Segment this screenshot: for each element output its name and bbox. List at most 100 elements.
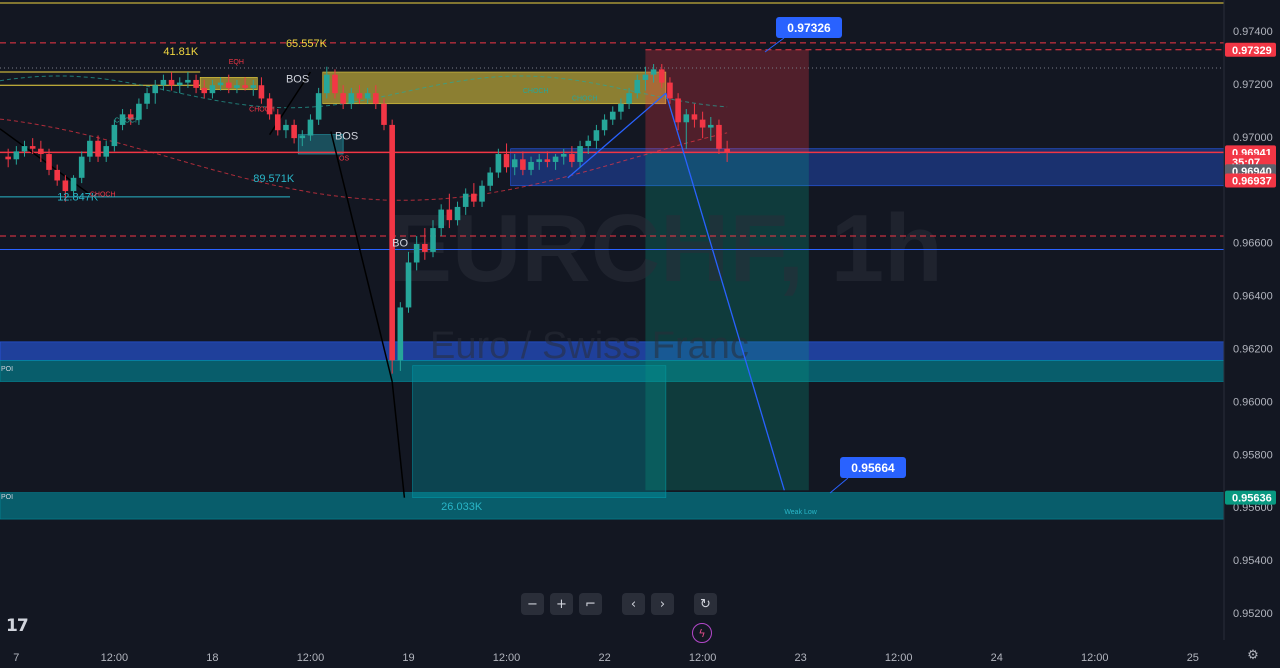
time-axis[interactable]: 7 12:00 18 12:00 19 12:00 22 12:00 23 12:00 24 12:0… — [0, 640, 1224, 668]
candle-body — [176, 82, 183, 86]
candle-body — [438, 209, 444, 229]
candle-body — [62, 180, 69, 192]
candle-body — [593, 130, 600, 141]
candle — [46, 148, 52, 176]
candle — [283, 119, 289, 139]
candle — [462, 188, 469, 215]
ma-curve-green — [0, 75, 728, 109]
zoom-out-button[interactable]: − — [521, 593, 544, 615]
candle — [217, 77, 224, 91]
candle — [201, 79, 208, 99]
candle — [569, 146, 575, 168]
candle — [185, 72, 191, 88]
candle — [634, 74, 641, 99]
candle — [675, 93, 681, 131]
candle-body — [111, 124, 118, 147]
candle-body — [413, 243, 420, 263]
candle — [397, 302, 404, 371]
zoom-in-button[interactable]: + — [550, 593, 573, 615]
candle — [691, 103, 698, 128]
candle-body — [634, 79, 641, 94]
candle-body — [536, 159, 543, 162]
reset-scale-button[interactable]: ⌐ — [579, 593, 602, 615]
candle — [70, 175, 77, 197]
candle — [454, 201, 461, 226]
candle-body — [405, 262, 412, 308]
candle-body — [650, 69, 657, 75]
x-tick-label: 7 — [13, 652, 19, 664]
y-tick-label: 0.95200 — [1233, 608, 1273, 620]
candle-body — [642, 74, 649, 80]
x-tick-label: 12:00 — [493, 652, 521, 664]
candle-body — [609, 111, 616, 120]
flash-icon[interactable]: ϟ — [692, 623, 712, 643]
candle — [21, 140, 28, 157]
candle-body — [495, 154, 502, 173]
candle — [364, 87, 371, 104]
candle-body — [46, 154, 52, 170]
time-axis-background — [0, 640, 1224, 668]
candle — [405, 251, 412, 313]
candle-body — [389, 124, 395, 361]
candle — [724, 140, 730, 162]
price-badge: 0.97329 — [1225, 42, 1276, 57]
volume-label: 12.847K — [57, 191, 99, 203]
watermark: EURCHF, 1h Euro / Swiss Franc — [388, 195, 943, 367]
scroll-left-button[interactable]: ‹ — [622, 593, 645, 615]
candle — [430, 220, 436, 258]
candle — [413, 236, 420, 271]
refresh-button[interactable]: ↻ — [694, 593, 717, 615]
price-axis[interactable]: 0.97400 0.97200 0.97000 0.96600 0.96400 0.962… — [1223, 0, 1280, 668]
candle-body — [471, 193, 477, 202]
y-tick-label: 0.96200 — [1233, 343, 1273, 355]
candle-body — [144, 93, 150, 104]
candle-body — [356, 93, 363, 99]
scroll-right-button[interactable]: › — [651, 593, 674, 615]
price-badge-box — [1225, 490, 1276, 505]
curves-layer — [0, 75, 728, 201]
candle — [552, 154, 559, 170]
price-badge-label: 0.96937 — [1232, 175, 1272, 187]
candle — [38, 140, 44, 162]
trend-line-4 — [391, 381, 406, 498]
price-badge-label: 0.97329 — [1232, 45, 1272, 57]
candle-body — [266, 98, 273, 115]
candle-body — [479, 185, 485, 202]
x-tick-label: 12:00 — [101, 652, 129, 664]
candle — [716, 119, 722, 155]
candle-body — [209, 85, 216, 94]
candle-body — [29, 146, 36, 149]
callout-box — [840, 457, 906, 478]
candle — [127, 109, 134, 125]
trend-line-0 — [567, 92, 667, 179]
levels-layer — [0, 2, 1224, 251]
candle — [160, 74, 167, 91]
candle-body — [242, 85, 248, 88]
candle — [234, 79, 240, 94]
candle-body — [225, 82, 232, 88]
candle — [438, 204, 444, 237]
x-tick-label: 12:00 — [689, 652, 717, 664]
zone-demand-2 — [297, 134, 344, 155]
candle — [168, 72, 175, 91]
x-tick-label: 12:00 — [297, 652, 325, 664]
candle — [683, 109, 690, 149]
candle — [274, 109, 281, 136]
candle — [87, 135, 93, 162]
candle-body — [13, 151, 20, 160]
candle — [389, 119, 395, 374]
tradingview-logo[interactable]: 17 — [6, 616, 29, 636]
candle-body — [127, 114, 134, 120]
candle-body — [446, 209, 453, 221]
candle — [511, 154, 518, 176]
candle-body — [430, 228, 436, 252]
structure-label: BO — [392, 238, 408, 250]
candle — [609, 106, 616, 125]
candle — [560, 148, 567, 165]
candle-body — [274, 114, 281, 131]
gear-icon[interactable]: ⚙ — [1247, 648, 1259, 663]
candle — [54, 164, 60, 186]
y-tick-label: 0.95400 — [1233, 555, 1273, 567]
structure-label: BOS — [335, 130, 358, 142]
